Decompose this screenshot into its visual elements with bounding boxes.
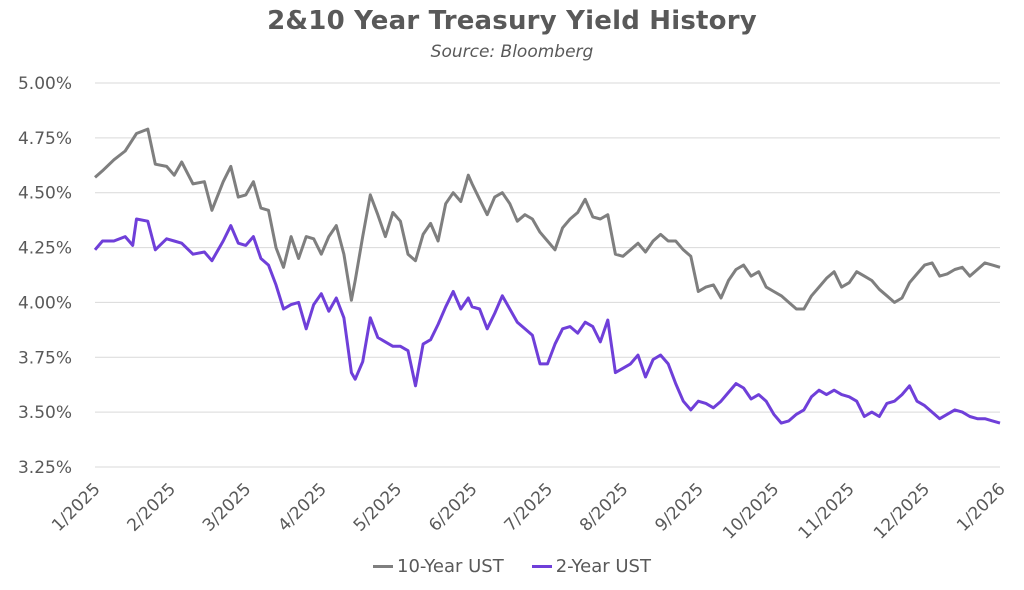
x-axis-ticks: 1/2025 2/2025 3/2025 4/2025 5/2025 6/2025 7/20… bbox=[48, 479, 1009, 543]
x-tick-label: 1/2025 bbox=[48, 479, 104, 535]
chart-title: 2&10 Year Treasury Yield History bbox=[267, 6, 757, 36]
y-tick-label: 3.25% bbox=[18, 458, 72, 478]
y-axis-ticks: 3.25% 3.50% 3.75% 4.00% 4.25% 4.50% 4.75% 5.00% bbox=[18, 74, 72, 478]
chart-subtitle: Source: Bloomberg bbox=[430, 42, 594, 62]
legend-swatch-2-year bbox=[531, 565, 552, 568]
y-tick-label: 4.25% bbox=[18, 239, 72, 259]
legend-item-10-year: 10-Year UST bbox=[373, 556, 504, 577]
x-tick-label: 5/2025 bbox=[350, 479, 406, 535]
series-line-10-year bbox=[94, 127, 1001, 311]
legend-swatch-10-year bbox=[373, 565, 394, 568]
y-tick-label: 3.50% bbox=[18, 403, 72, 423]
x-tick-label: 8/2025 bbox=[576, 479, 632, 535]
y-tick-label: 5.00% bbox=[18, 74, 72, 94]
x-tick-label: 11/2025 bbox=[795, 479, 859, 543]
legend-item-2-year: 2-Year UST bbox=[531, 556, 651, 577]
y-tick-label: 4.00% bbox=[18, 293, 72, 313]
series-line-2-year bbox=[93, 217, 1001, 425]
x-tick-label: 2/2025 bbox=[124, 479, 180, 535]
y-tick-label: 4.75% bbox=[18, 129, 72, 149]
x-tick-label: 6/2025 bbox=[425, 479, 481, 535]
y-tick-label: 3.75% bbox=[18, 348, 72, 368]
legend-label-2-year: 2-Year UST bbox=[555, 556, 651, 577]
x-tick-label: 10/2025 bbox=[719, 479, 783, 543]
legend: 10-Year UST 2-Year UST bbox=[0, 556, 1024, 577]
x-tick-label: 12/2025 bbox=[870, 479, 934, 543]
x-tick-label: 4/2025 bbox=[274, 479, 330, 535]
series-lines bbox=[93, 127, 1001, 425]
y-tick-label: 4.50% bbox=[18, 184, 72, 204]
x-tick-label: 7/2025 bbox=[501, 479, 557, 535]
x-tick-label: 1/2026 bbox=[953, 479, 1009, 535]
x-tick-label: 3/2025 bbox=[199, 479, 255, 535]
legend-label-10-year: 10-Year UST bbox=[397, 556, 504, 577]
x-tick-label: 9/2025 bbox=[651, 479, 707, 535]
